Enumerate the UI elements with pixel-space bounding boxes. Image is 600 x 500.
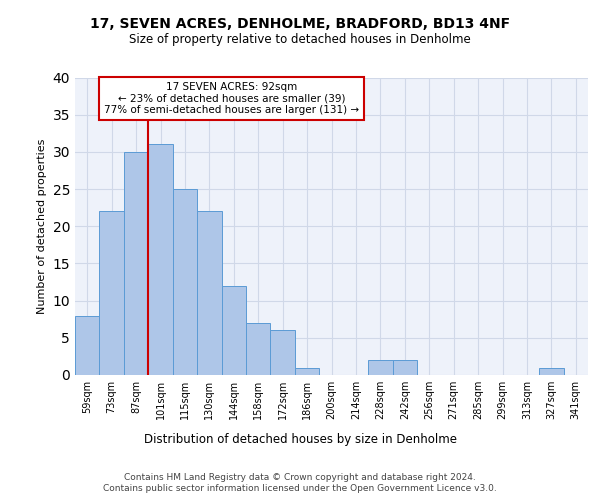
Bar — [246, 323, 271, 375]
Bar — [368, 360, 392, 375]
Bar — [173, 189, 197, 375]
Y-axis label: Number of detached properties: Number of detached properties — [37, 138, 47, 314]
Bar — [100, 212, 124, 375]
Bar — [295, 368, 319, 375]
Bar — [124, 152, 148, 375]
Bar — [197, 212, 221, 375]
Bar — [271, 330, 295, 375]
Text: Contains public sector information licensed under the Open Government Licence v3: Contains public sector information licen… — [103, 484, 497, 493]
Text: Contains HM Land Registry data © Crown copyright and database right 2024.: Contains HM Land Registry data © Crown c… — [124, 472, 476, 482]
Bar — [539, 368, 563, 375]
Text: 17, SEVEN ACRES, DENHOLME, BRADFORD, BD13 4NF: 17, SEVEN ACRES, DENHOLME, BRADFORD, BD1… — [90, 18, 510, 32]
Text: Size of property relative to detached houses in Denholme: Size of property relative to detached ho… — [129, 32, 471, 46]
Bar — [392, 360, 417, 375]
Text: Distribution of detached houses by size in Denholme: Distribution of detached houses by size … — [143, 432, 457, 446]
Bar — [75, 316, 100, 375]
Text: 17 SEVEN ACRES: 92sqm
← 23% of detached houses are smaller (39)
77% of semi-deta: 17 SEVEN ACRES: 92sqm ← 23% of detached … — [104, 82, 359, 115]
Bar — [148, 144, 173, 375]
Bar — [221, 286, 246, 375]
